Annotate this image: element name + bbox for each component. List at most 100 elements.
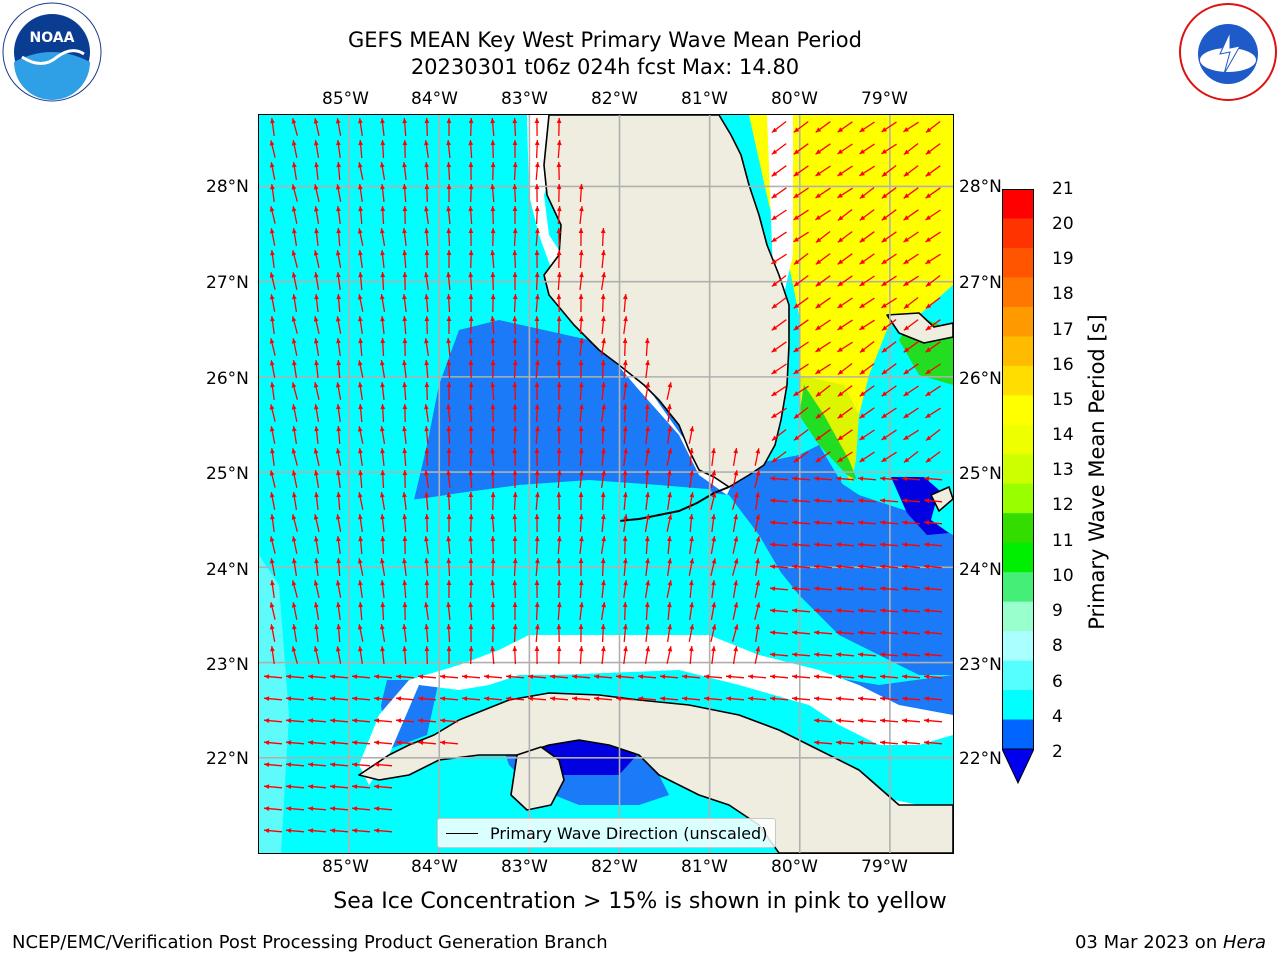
wave-direction-arrow (881, 164, 897, 178)
wave-direction-arrow (688, 426, 695, 444)
wave-direction-arrow (837, 208, 853, 222)
wave-direction-arrow (490, 183, 496, 203)
wave-direction-arrow (468, 513, 474, 533)
lon-label: 79°W (861, 857, 908, 877)
wave-direction-arrow (446, 601, 451, 621)
wave-direction-arrow (601, 447, 606, 467)
wave-direction-arrow (314, 139, 320, 159)
wave-direction-arrow (556, 469, 562, 489)
lon-label: 79°W (861, 89, 908, 109)
wave-direction-arrow (263, 674, 283, 679)
wave-direction-arrow (314, 294, 319, 312)
wave-direction-arrow (879, 652, 899, 657)
footer-date-text: 03 Mar 2023 on (1074, 932, 1223, 953)
wave-direction-arrow (579, 206, 584, 224)
wave-direction-arrow (771, 341, 787, 353)
wave-direction-arrow (837, 275, 853, 287)
wave-direction-arrow (417, 740, 437, 745)
noaa-logo: NOAA (2, 2, 102, 102)
wave-direction-arrow (813, 476, 833, 481)
wave-direction-arrow (446, 337, 451, 357)
wave-direction-arrow (269, 624, 276, 642)
wave-direction-arrow (579, 470, 584, 488)
wave-direction-arrow (336, 404, 341, 422)
wave-direction-arrow (710, 558, 717, 576)
wave-direction-arrow (578, 359, 584, 379)
wave-direction-arrow (468, 403, 474, 423)
wave-direction-arrow (556, 579, 562, 599)
wave-direction-arrow (622, 491, 628, 511)
wave-direction-arrow (815, 253, 831, 265)
wave-direction-arrow (771, 120, 787, 134)
wave-direction-arrow (644, 337, 650, 357)
wave-direction-arrow (468, 183, 474, 203)
wave-direction-arrow (857, 564, 877, 569)
wave-direction-arrow (307, 696, 327, 701)
wave-direction-arrow (373, 674, 393, 679)
wave-direction-arrow (710, 624, 717, 642)
wave-direction-arrow (395, 740, 415, 745)
wave-direction-arrow (791, 630, 811, 635)
wave-direction-arrow (710, 535, 717, 555)
wave-direction-arrow (512, 536, 518, 554)
wave-direction-arrow (644, 601, 650, 621)
wave-direction-arrow (402, 426, 407, 444)
wave-direction-arrow (314, 403, 320, 423)
wave-direction-arrow (556, 403, 562, 423)
wave-direction-arrow (512, 227, 518, 247)
wave-direction-arrow (291, 580, 298, 598)
wave-direction-arrow (314, 492, 319, 510)
wave-direction-arrow (291, 448, 298, 466)
wave-direction-arrow (402, 601, 408, 621)
wave-direction-arrow (270, 316, 275, 334)
wave-direction-arrow (771, 319, 787, 331)
wave-direction-arrow (923, 630, 943, 635)
noaa-logo-text: NOAA (30, 30, 75, 46)
wave-direction-arrow (835, 564, 855, 569)
wave-direction-arrow (771, 274, 787, 288)
wave-direction-arrow (468, 205, 474, 225)
wave-direction-arrow (556, 249, 562, 269)
wave-direction-arrow (725, 696, 745, 701)
wave-direction-arrow (270, 646, 275, 664)
wave-direction-arrow (357, 558, 364, 576)
wave-direction-arrow (615, 674, 635, 679)
wave-direction-arrow (813, 498, 833, 503)
wave-direction-arrow (380, 601, 386, 621)
wave-direction-arrow (681, 696, 701, 701)
wave-direction-arrow (446, 118, 452, 136)
colorbar-border (1002, 189, 1034, 750)
wave-direction-arrow (556, 161, 562, 181)
lon-label: 85°W (322, 857, 369, 877)
wave-direction-arrow (269, 360, 276, 378)
wave-direction-arrow (446, 271, 451, 291)
lon-label: 81°W (681, 89, 728, 109)
wave-direction-arrow (769, 520, 789, 525)
wave-direction-arrow (468, 447, 474, 467)
wave-direction-arrow (313, 580, 320, 598)
land-bahamas (886, 312, 953, 344)
wave-direction-arrow (285, 784, 305, 789)
wave-direction-arrow (424, 536, 429, 554)
wave-direction-arrow (689, 645, 694, 665)
wave-direction-arrow (424, 293, 429, 313)
wave-direction-arrow (380, 403, 386, 423)
wave-direction-arrow (357, 624, 364, 642)
wave-direction-arrow (771, 253, 787, 265)
legend-line-icon (446, 832, 478, 834)
wave-direction-arrow (837, 165, 853, 177)
colorbar-segment (1002, 189, 1034, 219)
wave-direction-arrow (644, 469, 650, 489)
wave-direction-arrow (534, 117, 540, 137)
wave-direction-arrow (446, 205, 451, 225)
wave-direction-arrow (903, 385, 919, 397)
wave-direction-arrow (859, 319, 875, 331)
wave-direction-arrow (313, 646, 320, 664)
wave-direction-arrow (373, 718, 393, 723)
wave-direction-arrow (468, 491, 474, 511)
wave-direction-arrow (263, 762, 283, 767)
wave-direction-arrow (424, 579, 430, 599)
wave-direction-arrow (879, 542, 899, 547)
wave-direction-arrow (446, 535, 451, 555)
wave-direction-arrow (490, 249, 496, 269)
